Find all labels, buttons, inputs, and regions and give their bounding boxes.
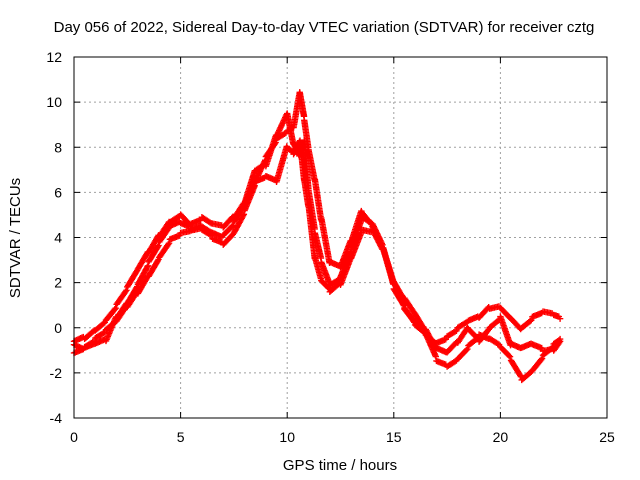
data-point bbox=[100, 330, 107, 337]
data-point bbox=[239, 203, 247, 211]
data-point bbox=[143, 263, 151, 271]
y-tick-label: 4 bbox=[54, 230, 62, 246]
data-point bbox=[555, 340, 562, 348]
x-tick-label: 5 bbox=[177, 429, 185, 445]
x-tick-label: 10 bbox=[279, 429, 295, 445]
data-point bbox=[526, 318, 534, 325]
data-point bbox=[111, 306, 118, 313]
series-track-c bbox=[70, 110, 564, 356]
data-point bbox=[556, 335, 564, 343]
data-point bbox=[229, 222, 237, 229]
data-point bbox=[123, 287, 130, 294]
data-point bbox=[494, 340, 501, 347]
data-point bbox=[112, 304, 119, 312]
data-point bbox=[154, 257, 161, 264]
data-point bbox=[239, 212, 247, 219]
y-tick-label: 0 bbox=[54, 320, 62, 336]
data-point bbox=[164, 241, 172, 248]
data-point bbox=[240, 211, 248, 218]
data-points bbox=[70, 89, 564, 384]
data-point bbox=[463, 346, 470, 354]
axis-ticks: 0 5 10 15 20 25 -4 -2 0 2 4 6 8 10 12 bbox=[46, 49, 615, 445]
data-point bbox=[556, 315, 564, 322]
data-point bbox=[100, 320, 107, 327]
y-axis-title: SDTVAR / TECUs bbox=[7, 178, 24, 298]
x-tick-label: 25 bbox=[599, 429, 615, 445]
data-point bbox=[464, 345, 471, 353]
data-point bbox=[506, 353, 514, 360]
data-point bbox=[155, 242, 162, 249]
data-point bbox=[122, 288, 129, 295]
x-tick-label: 20 bbox=[493, 429, 509, 445]
y-tick-label: 10 bbox=[46, 94, 62, 110]
data-point bbox=[527, 317, 535, 324]
data-point bbox=[144, 262, 152, 269]
data-point bbox=[451, 328, 459, 335]
data-point bbox=[442, 336, 449, 343]
data-point bbox=[165, 239, 173, 247]
y-tick-label: 2 bbox=[54, 275, 62, 291]
chart-title: Day 056 of 2022, Sidereal Day-to-day VTE… bbox=[54, 19, 595, 36]
y-tick-label: 6 bbox=[54, 184, 62, 200]
y-tick-label: -4 bbox=[50, 410, 63, 426]
x-tick-label: 15 bbox=[386, 429, 402, 445]
data-point bbox=[154, 243, 161, 251]
data-point bbox=[505, 352, 513, 359]
y-tick-label: 8 bbox=[54, 139, 62, 155]
data-point bbox=[453, 327, 460, 334]
x-tick-label: 0 bbox=[70, 429, 78, 445]
data-point bbox=[228, 223, 235, 230]
data-point bbox=[399, 300, 407, 308]
data-point bbox=[516, 372, 524, 379]
data-point bbox=[555, 339, 563, 346]
data-point bbox=[133, 284, 140, 292]
y-tick-label: 12 bbox=[46, 49, 62, 65]
x-axis-title: GPS time / hours bbox=[283, 457, 397, 474]
data-point bbox=[537, 356, 545, 363]
data-point bbox=[538, 355, 546, 362]
y-tick-label: -2 bbox=[50, 365, 63, 381]
